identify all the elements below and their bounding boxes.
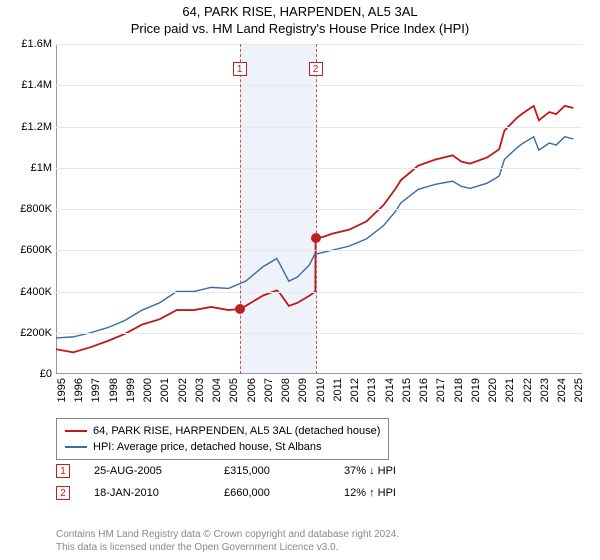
x-tick-label: 2017 (435, 378, 447, 402)
sale-row: 2 18-JAN-2010£660,00012% ↑ HPI (56, 482, 582, 504)
sale-marker-box: 1 (233, 62, 247, 76)
x-tick-label: 2007 (263, 378, 275, 402)
y-tick-label: £0 (40, 368, 52, 380)
x-tick-label: 2013 (366, 378, 378, 402)
sale-marker-dot (235, 304, 245, 314)
legend-label: 64, PARK RISE, HARPENDEN, AL5 3AL (detac… (93, 425, 380, 437)
x-tick-label: 2023 (539, 378, 551, 402)
legend-swatch (65, 446, 87, 448)
x-tick-label: 1998 (108, 378, 120, 402)
gridline (56, 44, 582, 45)
sales-table: 1 25-AUG-2005£315,00037% ↓ HPI 2 18-JAN-201… (56, 460, 582, 504)
y-tick-label: £800K (20, 203, 52, 215)
x-tick-label: 2003 (194, 378, 206, 402)
x-tick-label: 2000 (142, 378, 154, 402)
x-tick-label: 1999 (125, 378, 137, 402)
footer-line1: Contains HM Land Registry data © Crown c… (56, 528, 399, 541)
legend: 64, PARK RISE, HARPENDEN, AL5 3AL (detac… (56, 418, 389, 460)
y-tick-label: £600K (20, 244, 52, 256)
legend-label: HPI: Average price, detached house, St A… (93, 441, 322, 453)
legend-item: 64, PARK RISE, HARPENDEN, AL5 3AL (detac… (65, 423, 380, 439)
x-tick-label: 2014 (384, 378, 396, 402)
sale-row: 1 25-AUG-2005£315,00037% ↓ HPI (56, 460, 582, 482)
x-tick-label: 2020 (487, 378, 499, 402)
x-tick-label: 2024 (556, 378, 568, 402)
x-tick-label: 2010 (315, 378, 327, 402)
sale-price: £315,000 (224, 465, 344, 477)
x-tick-label: 2002 (177, 378, 189, 402)
x-tick-label: 2016 (418, 378, 430, 402)
x-tick-label: 2008 (280, 378, 292, 402)
x-tick-label: 2006 (246, 378, 258, 402)
gridline (56, 85, 582, 86)
sale-date: 25-AUG-2005 (94, 465, 224, 477)
legend-swatch (65, 430, 87, 432)
y-axis: £0£200K£400K£600K£800K£1M£1.2M£1.4M£1.6M (0, 44, 56, 374)
x-tick-label: 1995 (56, 378, 68, 402)
gridline (56, 127, 582, 128)
x-tick-label: 1997 (90, 378, 102, 402)
y-tick-label: £1.6M (21, 38, 52, 50)
sale-hpi: 12% ↑ HPI (344, 487, 464, 499)
plot-area: 12 (56, 44, 582, 374)
sale-vline (316, 44, 317, 374)
x-tick-label: 2004 (211, 378, 223, 402)
x-tick-label: 1996 (73, 378, 85, 402)
x-tick-label: 2022 (522, 378, 534, 402)
sale-marker-box: 2 (309, 62, 323, 76)
gridline (56, 333, 582, 334)
y-tick-label: £1.2M (21, 121, 52, 133)
x-tick-label: 2015 (401, 378, 413, 402)
gridline (56, 250, 582, 251)
x-tick-label: 2018 (453, 378, 465, 402)
x-tick-label: 2019 (470, 378, 482, 402)
y-tick-label: £1.4M (21, 79, 52, 91)
y-tick-label: £1M (31, 162, 52, 174)
footer: Contains HM Land Registry data © Crown c… (56, 528, 399, 554)
footer-line2: This data is licensed under the Open Gov… (56, 541, 399, 554)
sale-hpi: 37% ↓ HPI (344, 465, 464, 477)
sale-marker-dot (311, 233, 321, 243)
x-tick-label: 2001 (159, 378, 171, 402)
gridline (56, 168, 582, 169)
chart-title-block: 64, PARK RISE, HARPENDEN, AL5 3AL Price … (0, 0, 600, 36)
x-tick-label: 2012 (349, 378, 361, 402)
gridline (56, 209, 582, 210)
gridline (56, 292, 582, 293)
sale-row-marker: 2 (56, 486, 70, 500)
y-tick-label: £200K (20, 327, 52, 339)
sale-date: 18-JAN-2010 (94, 487, 224, 499)
x-tick-label: 2009 (297, 378, 309, 402)
sale-row-marker: 1 (56, 464, 70, 478)
x-tick-label: 2005 (228, 378, 240, 402)
x-tick-label: 2011 (332, 378, 344, 402)
x-tick-label: 2025 (573, 378, 585, 402)
legend-item: HPI: Average price, detached house, St A… (65, 439, 380, 455)
sale-price: £660,000 (224, 487, 344, 499)
y-tick-label: £400K (20, 286, 52, 298)
sale-vline (240, 44, 241, 374)
title-line2: Price paid vs. HM Land Registry's House … (0, 21, 600, 36)
title-line1: 64, PARK RISE, HARPENDEN, AL5 3AL (0, 4, 600, 19)
x-tick-label: 2021 (504, 378, 516, 402)
